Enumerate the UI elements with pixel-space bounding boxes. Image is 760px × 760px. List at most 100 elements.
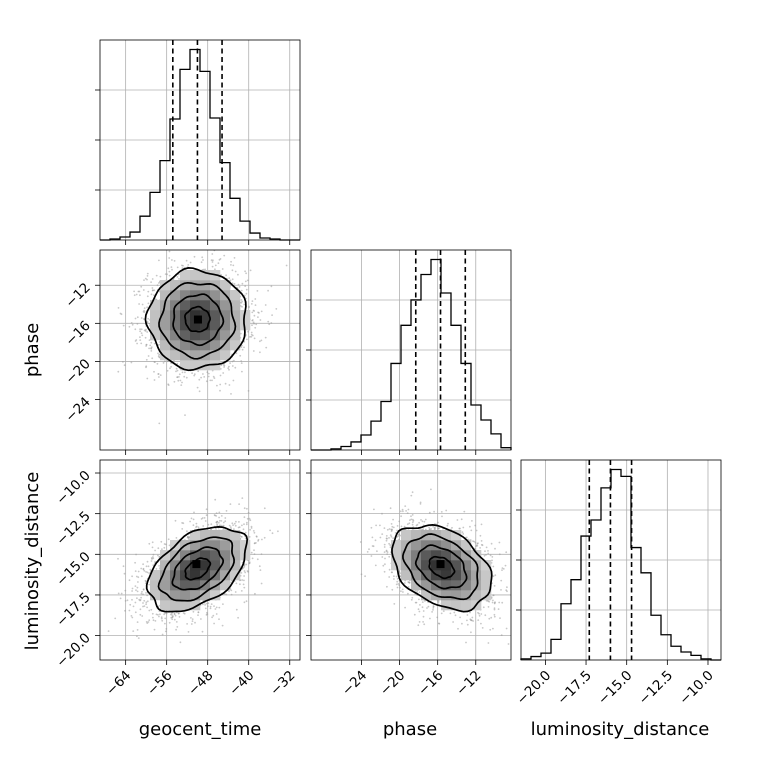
scatter-point [239, 332, 242, 335]
scatter-point [252, 350, 255, 352]
scatter-point [170, 616, 173, 619]
scatter-point [247, 511, 250, 514]
scatter-point [128, 579, 131, 582]
scatter-point [259, 340, 261, 343]
density-cell [230, 340, 241, 351]
scatter-point [248, 562, 251, 565]
histogram-panel-phase [306, 249, 512, 455]
scatter-point [145, 366, 147, 369]
scatter-point [241, 348, 244, 351]
scatter-point [136, 635, 138, 638]
scatter-point [219, 258, 222, 260]
scatter-point [140, 592, 143, 595]
density-cell [230, 300, 241, 311]
scatter-point [158, 376, 160, 378]
scatter-point [199, 247, 201, 249]
scatter-point [151, 278, 154, 280]
scatter-point [231, 269, 234, 272]
scatter-point [148, 339, 151, 341]
scatter-point [230, 260, 233, 263]
scatter-point [255, 323, 258, 326]
density-cell [180, 360, 191, 371]
scatter-point [134, 328, 137, 331]
density-cell [210, 300, 221, 311]
scatter-point [140, 596, 143, 599]
scatter-point [242, 567, 245, 569]
scatter-point [130, 615, 133, 617]
scatter-point [268, 323, 271, 326]
scatter-point [250, 303, 253, 305]
scatter-point [160, 616, 163, 619]
scatter-point [194, 621, 196, 624]
scatter-point [124, 600, 127, 602]
scatter-point [150, 347, 152, 350]
scatter-point [241, 497, 244, 499]
scatter-point [232, 379, 235, 382]
scatter-point [229, 362, 232, 364]
scatter-point [218, 606, 221, 609]
scatter-point [148, 619, 151, 622]
scatter-point [220, 364, 223, 367]
scatter-point [246, 521, 248, 524]
scatter-point [237, 234, 239, 236]
scatter-point [235, 352, 238, 355]
scatter-point [248, 306, 250, 309]
scatter-point [253, 314, 256, 317]
scatter-point [202, 525, 205, 527]
scatter-point [143, 605, 146, 607]
histogram-phase [311, 258, 512, 451]
scatter-point [172, 615, 174, 617]
scatter-point [225, 274, 228, 277]
scatter-point [229, 503, 232, 505]
scatter-point [257, 311, 259, 314]
scatter-point [270, 322, 273, 324]
scatter-point [157, 373, 160, 375]
scatter-point [248, 517, 251, 520]
scatter-point [251, 311, 254, 314]
scatter-point [243, 575, 246, 577]
scatter-point [144, 336, 147, 339]
density-cell [160, 280, 171, 291]
density-cell [200, 340, 211, 351]
scatter-point [216, 384, 218, 387]
scatter-point [149, 344, 152, 347]
scatter-point [147, 317, 150, 320]
scatter-point [228, 368, 230, 371]
scatter-point [176, 376, 179, 378]
scatter-point [143, 569, 146, 572]
scatter-point [143, 309, 146, 312]
scatter-point [229, 247, 231, 249]
density-cell [210, 350, 221, 361]
scatter-point [133, 294, 136, 297]
scatter-point [228, 524, 231, 527]
scatter-point [140, 567, 143, 570]
scatter-point [230, 593, 233, 596]
density-cell [200, 270, 211, 281]
scatter-point [249, 336, 251, 338]
scatter-point [233, 257, 236, 259]
scatter-point [240, 590, 243, 592]
scatter-point [252, 530, 255, 532]
scatter-point [256, 558, 259, 561]
histogram-panel-geocent-time [95, 39, 301, 245]
scatter-point [181, 528, 184, 530]
scatter-point [222, 528, 225, 531]
scatter-point [239, 583, 241, 586]
scatter-point [251, 300, 254, 302]
scatter-point [211, 265, 214, 268]
scatter-point [223, 364, 226, 367]
scatter-point [157, 554, 159, 557]
density-cell [190, 310, 201, 321]
density-cell [160, 340, 171, 351]
scatter-point [181, 267, 184, 270]
pair-geocent-time-luminosity-distance-plot-area [107, 497, 279, 644]
scatter-point [178, 376, 180, 378]
scatter-point [228, 277, 231, 279]
scatter-point [177, 273, 180, 276]
scatter-point [245, 272, 248, 275]
scatter-point [139, 330, 142, 333]
scatter-point [174, 614, 177, 617]
scatter-point [152, 553, 155, 556]
density-cell [160, 310, 171, 321]
scatter-point [204, 520, 207, 522]
